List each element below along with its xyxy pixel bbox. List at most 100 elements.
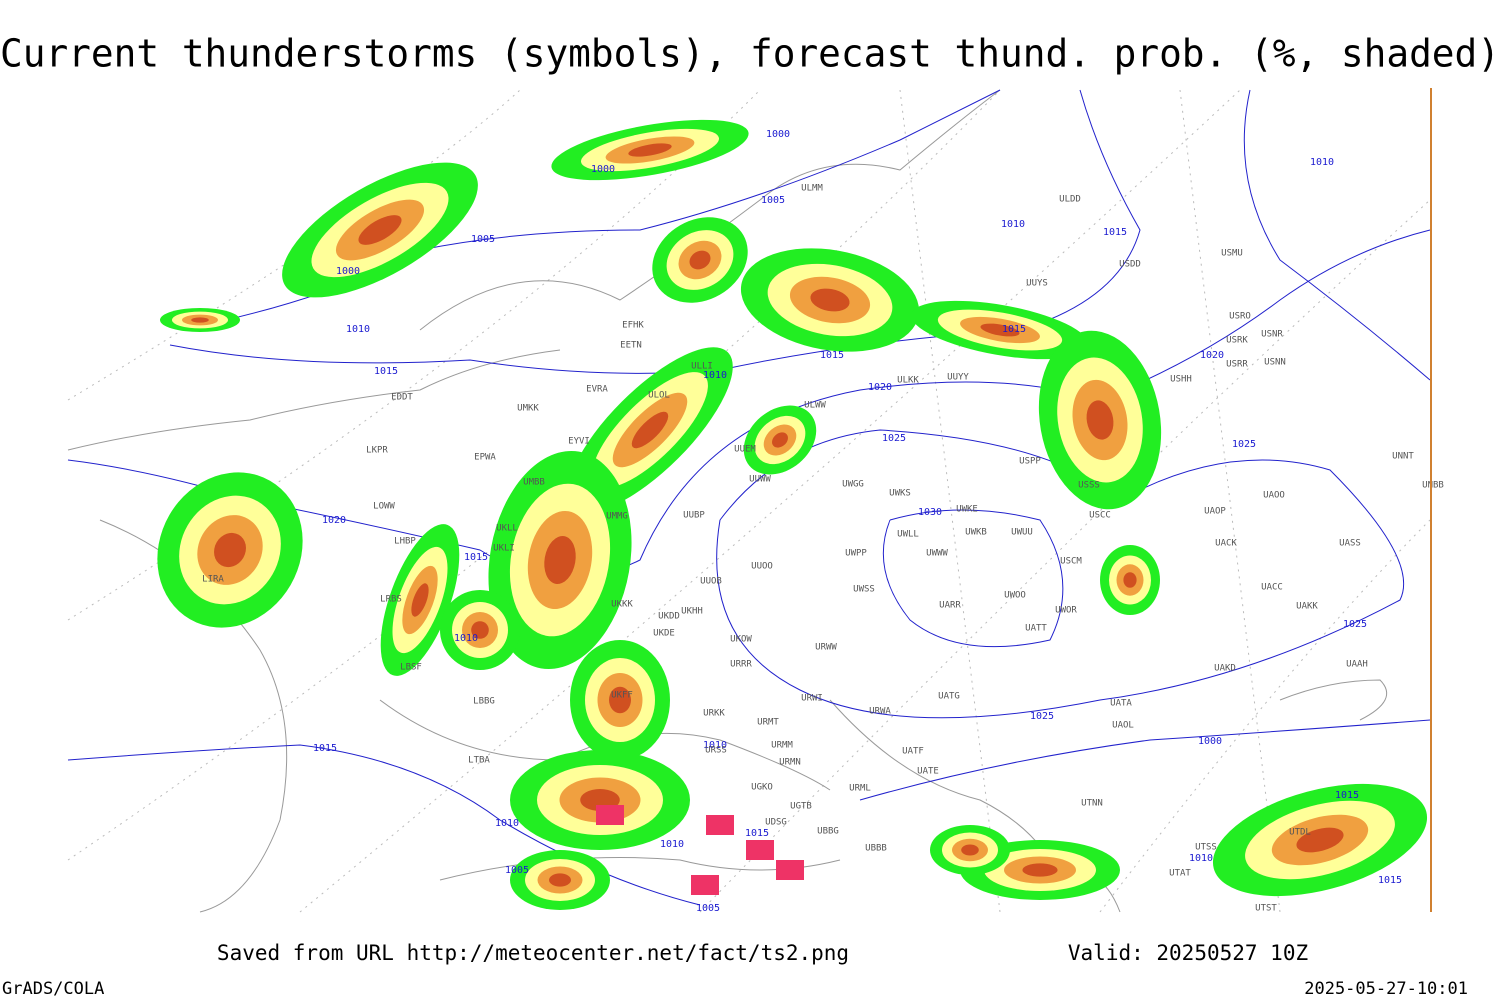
station-label: UUYY xyxy=(947,373,969,383)
probability-area xyxy=(1022,863,1058,877)
coastline xyxy=(67,349,561,451)
station-label: USHH xyxy=(1170,375,1192,385)
isobar-label: 1000 xyxy=(591,164,615,175)
station-label: LHBP xyxy=(394,537,416,547)
station-label: USNN xyxy=(1264,358,1286,368)
station-label: UKDE xyxy=(653,629,675,639)
probability-area xyxy=(631,411,669,449)
probability-area xyxy=(1123,572,1137,588)
station-label: UGKO xyxy=(751,783,773,793)
station-label: URRR xyxy=(730,660,752,670)
station-label: UTNN xyxy=(1081,799,1103,809)
station-label: URWW xyxy=(815,643,837,653)
isobar-label: 1010 xyxy=(703,740,727,751)
isobar-label: 1020 xyxy=(322,515,346,526)
isobar-label: 1020 xyxy=(868,382,892,393)
isobar-label: 1015 xyxy=(1103,227,1127,238)
station-label: UBBG xyxy=(817,827,839,837)
probability-area xyxy=(609,686,631,714)
probability-area xyxy=(961,844,979,856)
isobar-label: 1025 xyxy=(1343,619,1367,630)
isobar-label: 1005 xyxy=(471,234,495,245)
title: Current thunderstorms (symbols), forecas… xyxy=(0,32,1500,76)
timestamp: 2025-05-27-10:01 xyxy=(1304,979,1468,999)
thunderstorm-symbols xyxy=(776,860,804,880)
station-label: UTSS xyxy=(1195,843,1217,853)
probability-area xyxy=(214,532,246,568)
station-label: UACC xyxy=(1261,583,1283,593)
station-label: USPP xyxy=(1019,457,1041,467)
station-label: UBBB xyxy=(865,844,887,854)
isobar-label: 1010 xyxy=(1189,853,1213,864)
isobar-label: 1010 xyxy=(1001,219,1025,230)
station-label: ULKK xyxy=(897,376,919,386)
station-label: LRBS xyxy=(380,595,402,605)
station-label: USCC xyxy=(1089,511,1111,521)
station-label: USCM xyxy=(1060,557,1082,567)
station-label: UAOP xyxy=(1204,507,1226,517)
isobar-label: 1015 xyxy=(820,350,844,361)
station-label: UATT xyxy=(1025,624,1047,634)
station-label: UMMG xyxy=(606,512,628,522)
station-label: URMM xyxy=(771,741,793,751)
station-label: UMKK xyxy=(517,404,539,414)
station-label: UAKD xyxy=(1214,664,1236,674)
station-label: UATF xyxy=(902,747,924,757)
station-label: UWWW xyxy=(926,549,948,559)
station-label: UWOR xyxy=(1055,606,1077,616)
station-label: USRO xyxy=(1229,312,1251,322)
station-label: UARR xyxy=(939,601,961,611)
station-label: UWKS xyxy=(889,489,911,499)
station-label: USRR xyxy=(1226,360,1248,370)
isobar xyxy=(716,429,1405,719)
station-label: USNR xyxy=(1261,330,1283,340)
isobar-label: 1030 xyxy=(918,507,942,518)
station-label: UKFF xyxy=(611,691,633,701)
isobar-label: 1015 xyxy=(464,552,488,563)
station-label: URWI xyxy=(801,694,823,704)
isobar-label: 1005 xyxy=(505,865,529,876)
station-label: USRK xyxy=(1226,336,1248,346)
station-label: UKOW xyxy=(730,635,752,645)
coastline xyxy=(419,89,1001,331)
station-label: UUYS xyxy=(1026,279,1048,289)
coastline xyxy=(1279,679,1388,721)
station-label: UUOO xyxy=(751,562,773,572)
probability-area xyxy=(689,250,711,270)
isobar-label: 1015 xyxy=(745,828,769,839)
station-label: UWGG xyxy=(842,480,864,490)
station-label: UUEM xyxy=(734,445,756,455)
station-label: UATE xyxy=(917,767,939,777)
station-label: URWA xyxy=(869,707,891,717)
station-label: URMN xyxy=(779,758,801,768)
station-label: EYVI xyxy=(568,437,590,447)
probability-area xyxy=(471,621,489,639)
isobar-label: 1025 xyxy=(882,433,906,444)
isobar xyxy=(859,719,1431,801)
isobar-label: 1010 xyxy=(703,370,727,381)
isobar-label: 1005 xyxy=(696,903,720,914)
isobar-label: 1010 xyxy=(1310,157,1334,168)
station-label: EVRA xyxy=(586,385,608,395)
station-label: UAKK xyxy=(1296,602,1318,612)
station-label: URKK xyxy=(703,709,725,719)
isobar-label: 1000 xyxy=(1198,736,1222,747)
station-label: URSS xyxy=(705,746,727,756)
station-label: UWPP xyxy=(845,549,867,559)
isobar xyxy=(1243,89,1431,381)
isobar-label: 1000 xyxy=(336,266,360,277)
station-label: USDD xyxy=(1119,260,1141,270)
source-url: Saved from URL http://meteocenter.net/fa… xyxy=(217,941,849,965)
isobar-label: 1010 xyxy=(495,818,519,829)
station-label: UUOB xyxy=(700,577,722,587)
graticule-line xyxy=(1179,89,1281,913)
station-label: LBBG xyxy=(473,697,495,707)
station-label: LIRA xyxy=(202,575,224,585)
station-label: UWOO xyxy=(1004,591,1026,601)
station-label: EFHK xyxy=(622,321,644,331)
isobar-label: 1010 xyxy=(454,633,478,644)
isobar-label: 1015 xyxy=(313,743,337,754)
isobar-label: 1010 xyxy=(346,324,370,335)
isobar-label: 1015 xyxy=(374,366,398,377)
station-label: UKKK xyxy=(611,600,633,610)
